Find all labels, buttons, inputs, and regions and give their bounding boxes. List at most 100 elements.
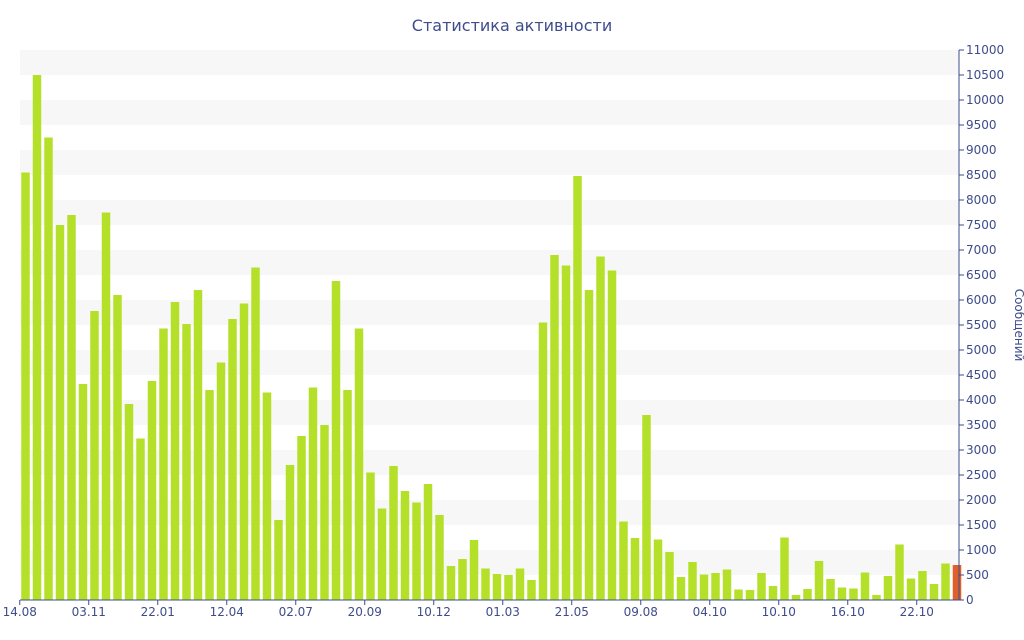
bar[interactable] <box>67 215 76 600</box>
y-tick-label: 2000 <box>966 493 997 507</box>
bar[interactable] <box>354 328 364 601</box>
bars <box>21 75 962 601</box>
bar[interactable] <box>55 225 65 600</box>
y-tick-label: 6500 <box>966 268 997 282</box>
bar[interactable] <box>780 537 789 601</box>
bar[interactable] <box>124 404 134 600</box>
bar[interactable] <box>320 425 329 600</box>
x-axis: 14.08 03.11 22.01 12.04 02.07 20.09 10.12 01.03… <box>3 599 962 619</box>
bar[interactable] <box>688 562 697 600</box>
bar[interactable] <box>136 438 145 601</box>
bar[interactable] <box>665 552 674 600</box>
bar[interactable] <box>274 520 283 600</box>
bar[interactable] <box>297 436 306 600</box>
bar[interactable] <box>734 589 743 601</box>
bar[interactable] <box>722 569 732 601</box>
bar[interactable] <box>814 561 824 600</box>
bar[interactable] <box>262 392 272 601</box>
bar[interactable] <box>90 311 99 600</box>
bar[interactable] <box>239 303 249 601</box>
bar[interactable] <box>630 538 640 600</box>
bar[interactable] <box>918 571 927 600</box>
bar[interactable] <box>826 579 835 600</box>
y-tick-label: 5000 <box>966 343 997 357</box>
bar[interactable] <box>228 319 237 600</box>
bar[interactable] <box>860 572 870 601</box>
bar[interactable] <box>481 568 490 601</box>
bar[interactable] <box>550 255 559 600</box>
bar[interactable] <box>515 568 525 601</box>
bar[interactable] <box>653 539 663 601</box>
bar[interactable] <box>619 521 628 601</box>
bar[interactable] <box>423 484 433 600</box>
y-axis-label: Сообщений <box>1012 289 1024 362</box>
bar[interactable] <box>699 574 709 601</box>
bar[interactable] <box>561 265 571 601</box>
bar[interactable] <box>596 256 605 601</box>
bar[interactable] <box>872 595 881 600</box>
bar[interactable] <box>377 508 387 601</box>
bar[interactable] <box>101 212 111 601</box>
bar[interactable] <box>895 544 904 601</box>
bar[interactable] <box>469 540 479 600</box>
bar[interactable] <box>906 578 916 601</box>
bar[interactable] <box>607 270 617 601</box>
bar[interactable] <box>492 574 502 600</box>
bar[interactable] <box>527 580 536 600</box>
bar[interactable] <box>757 573 766 600</box>
x-tick-label: 03.11 <box>72 605 106 619</box>
bar[interactable] <box>308 387 318 601</box>
bar[interactable] <box>170 302 180 600</box>
bar-highlight[interactable] <box>952 565 962 600</box>
bar[interactable] <box>745 590 755 600</box>
bar[interactable] <box>929 584 939 600</box>
x-tick-label: 22.01 <box>141 605 175 619</box>
bar[interactable] <box>182 324 191 600</box>
bar[interactable] <box>251 267 260 601</box>
y-tick-label: 3500 <box>966 418 997 432</box>
x-tick-label: 14.08 <box>3 605 37 619</box>
bar[interactable] <box>538 322 548 601</box>
bar[interactable] <box>837 587 847 601</box>
bar[interactable] <box>803 589 812 600</box>
bar[interactable] <box>78 384 88 600</box>
bar[interactable] <box>113 295 122 600</box>
bar[interactable] <box>883 576 893 600</box>
x-tick-label: 10.10 <box>762 605 796 619</box>
bar[interactable] <box>768 586 778 600</box>
bar[interactable] <box>159 328 168 601</box>
bar[interactable] <box>193 290 203 600</box>
bar[interactable] <box>147 381 157 600</box>
bar[interactable] <box>941 563 950 601</box>
bar[interactable] <box>642 415 651 600</box>
bar[interactable] <box>676 577 686 600</box>
bar[interactable] <box>32 75 42 600</box>
bar[interactable] <box>331 281 341 600</box>
y-tick-label: 8000 <box>966 193 997 207</box>
bar[interactable] <box>205 390 214 600</box>
bar[interactable] <box>400 491 410 600</box>
bar[interactable] <box>366 472 375 601</box>
y-tick-label: 9500 <box>966 118 997 132</box>
bar[interactable] <box>44 137 53 601</box>
grid-band <box>20 300 959 325</box>
bar[interactable] <box>285 465 295 600</box>
bar[interactable] <box>849 588 858 601</box>
bar[interactable] <box>791 595 801 600</box>
x-tick-label: 12.04 <box>210 605 244 619</box>
bar[interactable] <box>504 575 513 600</box>
chart-title: Статистика активности <box>412 16 612 35</box>
bar[interactable] <box>21 172 30 601</box>
bar[interactable] <box>412 502 421 601</box>
bar[interactable] <box>435 515 444 600</box>
y-tick-label: 4000 <box>966 393 997 407</box>
bar[interactable] <box>711 573 720 600</box>
bar[interactable] <box>343 390 352 600</box>
bar[interactable] <box>216 362 226 601</box>
bar[interactable] <box>446 566 456 600</box>
bar[interactable] <box>458 559 467 600</box>
bar[interactable] <box>584 290 594 600</box>
bar[interactable] <box>573 176 582 600</box>
bar[interactable] <box>389 466 398 600</box>
